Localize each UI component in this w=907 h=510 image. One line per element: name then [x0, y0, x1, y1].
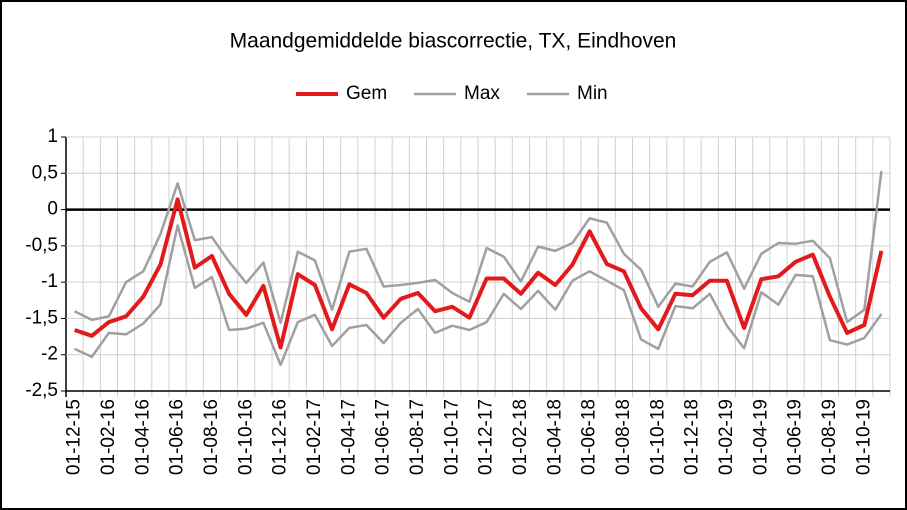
x-tick-label: 01-06-18: [579, 399, 600, 475]
y-tick-label: -2,5: [25, 380, 58, 401]
y-tick-label: -1: [41, 271, 58, 292]
x-tick-label: 01-08-19: [819, 399, 840, 475]
legend-label: Min: [577, 83, 608, 104]
legend-label: Max: [464, 83, 500, 104]
legend-label: Gem: [346, 83, 387, 104]
x-tick-label: 01-08-17: [407, 399, 428, 475]
x-tick-label: 01-06-19: [785, 399, 806, 475]
series-line: [73, 197, 884, 350]
x-tick-label: 01-10-16: [235, 399, 256, 475]
x-tick-label: 01-04-17: [338, 399, 359, 475]
x-tick-label: 01-08-18: [613, 399, 634, 475]
x-tick-label: 01-12-17: [476, 399, 497, 475]
x-tick-label: 01-02-19: [716, 399, 737, 475]
series-line: [74, 224, 883, 367]
y-tick-label: 0,5: [32, 162, 58, 183]
x-tick-label: 01-04-19: [750, 399, 771, 475]
x-tick-label: 01-02-18: [510, 399, 531, 475]
y-tick-label: -1,5: [25, 307, 58, 328]
x-tick-label: 01-08-16: [201, 399, 222, 475]
x-tick-label: 01-02-17: [304, 399, 325, 475]
series-line: [74, 170, 883, 325]
y-tick-label: 1: [47, 126, 58, 147]
y-tick-label: -2: [41, 344, 58, 365]
x-tick-label: 01-04-16: [132, 399, 153, 475]
x-tick-label: 01-02-16: [98, 399, 119, 475]
x-tick-label: 01-04-18: [544, 399, 565, 475]
x-tick-label: 01-10-17: [441, 399, 462, 475]
y-tick-label: -0,5: [25, 235, 58, 256]
x-tick-label: 01-12-18: [682, 399, 703, 475]
chart-title: Maandgemiddelde biascorrectie, TX, Eindh…: [230, 30, 677, 53]
x-tick-label: 01-10-18: [647, 399, 668, 475]
x-tick-label: 01-12-16: [270, 399, 291, 475]
x-tick-label: 01-06-17: [373, 399, 394, 475]
y-tick-label: 0: [47, 199, 58, 220]
x-tick-label: 01-10-19: [853, 399, 874, 475]
x-tick-label: 01-12-15: [64, 399, 85, 475]
x-tick-label: 01-06-16: [167, 399, 188, 475]
